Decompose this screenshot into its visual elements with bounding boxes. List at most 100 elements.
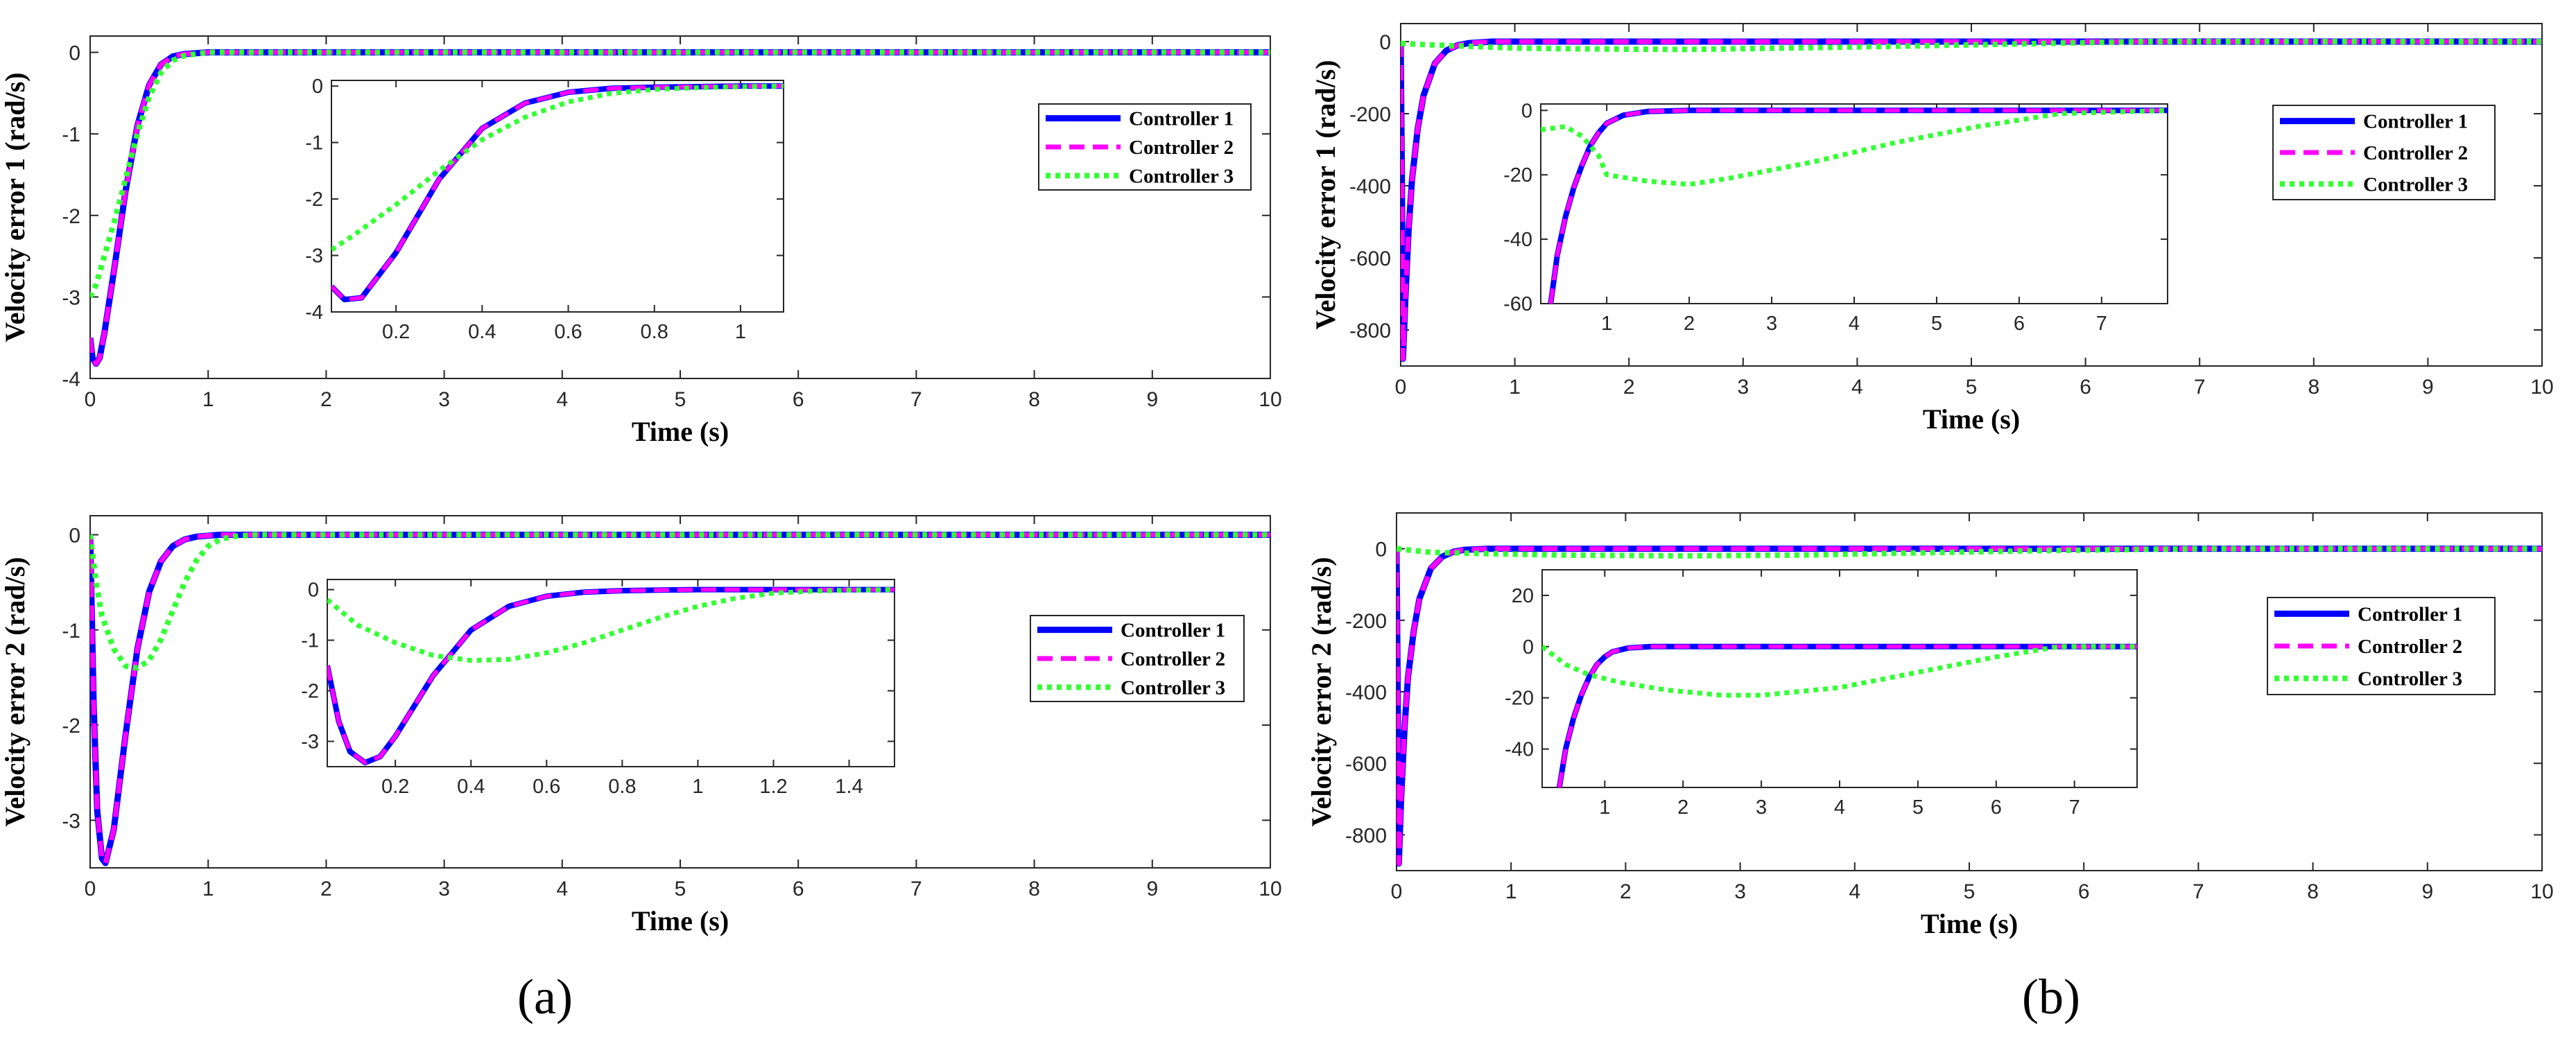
inset-x-tick-label: 0.2: [381, 776, 409, 798]
inset-b-top: 1 2 3 4 5 6 7 -60 -40 -20 0: [1503, 100, 2168, 335]
legend-entry-label: Controller 2: [2363, 142, 2468, 164]
series-line-controller-3: [90, 49, 1270, 299]
inset-x-tick-label: 0.6: [554, 321, 582, 343]
inset-x-tick-label: 1.4: [835, 776, 863, 798]
inset-x-tick-label: 1.2: [759, 776, 787, 798]
inset-series-line-controller-2: [1557, 644, 2137, 787]
x-tick-label: 1: [202, 388, 214, 411]
inset-y-tick-label: -4: [305, 302, 323, 324]
y-tick-label: 0: [1379, 31, 1391, 54]
y-tick-label: -600: [1349, 247, 1391, 270]
inset-y-tick-label: -1: [305, 132, 323, 155]
x-tick-label: 9: [1146, 388, 1158, 411]
legend: Controller 1 Controller 2 Controller 3: [1030, 615, 1245, 702]
legend-entry-label: Controller 1: [2358, 603, 2462, 625]
inset-y-tick-label: -40: [1505, 739, 1534, 761]
x-tick-label: 2: [1620, 880, 1632, 903]
y-tick-label: 0: [1375, 539, 1387, 561]
x-tick-label: 4: [556, 878, 568, 900]
legend-entry-label: Controller 2: [1129, 137, 1234, 159]
x-tick-label: 8: [1028, 878, 1040, 900]
inset-series-line-controller-3: [331, 83, 784, 252]
legend-entry-label: Controller 1: [1129, 108, 1234, 130]
inset-x-tick-label: 1: [735, 321, 746, 343]
series-line-controller-3: [1401, 39, 2542, 53]
y-tick-label: -2: [62, 715, 80, 738]
inset-y-tick-label: -2: [301, 681, 319, 703]
x-tick-label: 10: [1259, 878, 1281, 900]
inset-y-tick-label: -3: [305, 245, 323, 268]
x-tick-label: 0: [85, 388, 96, 411]
inset-x-tick-label: 0.8: [608, 776, 636, 798]
y-tick-label: -2: [62, 205, 80, 228]
inset-x-tick-label: 5: [1912, 796, 1924, 819]
inset-x-tick-label: 7: [2096, 313, 2107, 335]
x-tick-label: 4: [556, 388, 568, 411]
y-tick-label: -1: [62, 620, 80, 643]
x-tick-label: 2: [320, 388, 332, 411]
x-tick-label: 8: [2308, 376, 2319, 399]
inset-x-tick-label: 4: [1834, 796, 1845, 819]
series-line-controller-3: [1397, 546, 2542, 559]
y-tick-label: -400: [1349, 175, 1391, 198]
x-tick-label: 9: [2421, 880, 2433, 903]
inset-plot-area: [331, 80, 784, 313]
x-tick-label: 10: [2530, 376, 2553, 399]
x-tick-label: 2: [1623, 376, 1635, 399]
inset-b-bottom: 1 2 3 4 5 6 7 -40 -20 0 20: [1505, 569, 2138, 819]
x-tick-label: 7: [2194, 376, 2206, 399]
x-tick-label: 6: [793, 878, 804, 900]
x-tick-label: 8: [2307, 880, 2319, 903]
x-tick-label: 6: [2080, 376, 2091, 399]
legend-entry-label: Controller 2: [1121, 648, 1225, 670]
inset-x-tick-label: 5: [1931, 313, 1942, 335]
x-axis-label: Time (s): [1921, 908, 2018, 939]
legend-entry-label: Controller 1: [2363, 111, 2468, 133]
inset-series-line-controller-2: [331, 84, 784, 302]
x-tick-label: 6: [793, 388, 804, 411]
inset-y-tick-label: -3: [301, 731, 319, 753]
y-axis-label: Velocity error 1 (rad/s): [0, 72, 31, 342]
y-axis-label: Velocity error 2 (rad/s): [1306, 557, 1337, 826]
inset-plot-area: [1540, 103, 2168, 304]
inset-x-tick-label: 1: [1601, 313, 1612, 335]
inset-x-tick-label: 0.2: [382, 321, 410, 343]
y-tick-label: -200: [1349, 103, 1391, 126]
inset-series-line-controller-3: [327, 587, 894, 663]
inset-series-line-controller-2: [327, 587, 894, 765]
inset-x-tick-label: 6: [1991, 796, 2002, 819]
x-tick-label: 0: [1395, 376, 1407, 399]
inset-a-bottom: 0.2 0.4 0.6 0.8 1 1.2 1.4 -3 -2 -1 0: [301, 579, 895, 798]
x-tick-label: 5: [1966, 376, 1978, 399]
x-tick-label: 1: [1505, 880, 1517, 903]
inset-x-tick-label: 0.4: [468, 321, 496, 343]
inset-y-tick-label: 0: [308, 579, 319, 602]
x-tick-label: 3: [1737, 376, 1749, 399]
panel-label-b: (b): [2022, 969, 2080, 1025]
y-tick-label: -1: [62, 123, 80, 146]
y-tick-label: -3: [62, 286, 80, 309]
x-tick-label: 4: [1849, 880, 1860, 903]
legend-entry-label: Controller 3: [1129, 165, 1234, 187]
y-tick-label: -3: [62, 810, 80, 833]
x-tick-label: 1: [1509, 376, 1521, 399]
inset-y-tick-label: 0: [1523, 636, 1534, 659]
x-tick-label: 7: [2193, 880, 2204, 903]
inset-y-tick-label: -20: [1505, 688, 1534, 710]
series-line-controller-3: [90, 532, 1270, 671]
inset-x-tick-label: 0.6: [533, 776, 560, 798]
inset-y-tick-label: -20: [1503, 164, 1532, 186]
y-tick-label: -400: [1345, 681, 1387, 704]
x-tick-label: 5: [675, 388, 686, 411]
y-tick-label: 0: [69, 524, 80, 547]
inset-x-tick-label: 2: [1684, 313, 1695, 335]
y-tick-label: -600: [1345, 753, 1387, 776]
inset-x-tick-label: 3: [1766, 313, 1777, 335]
x-tick-label: 3: [438, 878, 450, 900]
inset-y-tick-label: -2: [305, 189, 323, 211]
inset-x-tick-label: 2: [1677, 796, 1688, 819]
